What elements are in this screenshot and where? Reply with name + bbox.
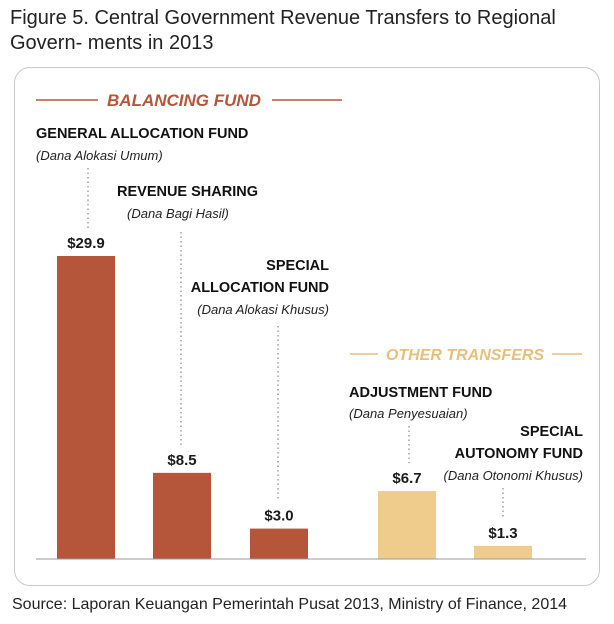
bar-4 [378,491,436,559]
source-note: Source: Laporan Keuangan Pemerintah Pusa… [12,596,568,613]
category-label: ALLOCATION FUND [191,280,329,296]
category-sublabel: (Dana Alokasi Khusus) [197,302,329,317]
group-header-other-transfers: OTHER TRANSFERS [386,347,545,364]
category-label: ADJUSTMENT FUND [349,385,492,401]
figure-title: Figure 5. Central Government Revenue Tra… [10,7,556,54]
bar-value-label: $3.0 [264,508,293,525]
bar-value-label: $8.5 [167,452,196,469]
category-label: SPECIAL [266,258,329,274]
category-label: AUTONOMY FUND [455,446,583,462]
category-sublabel: (Dana Otonomi Khusus) [444,468,583,483]
bar-1 [57,256,115,559]
group-header-balancing-fund: BALANCING FUND [107,91,261,110]
category-sublabel: (Dana Bagi Hasil) [127,206,229,221]
category-label: GENERAL ALLOCATION FUND [36,126,248,142]
bar-2 [153,472,211,559]
bar-3 [250,528,308,559]
bar-5 [474,545,532,559]
category-label: SPECIAL [520,424,583,440]
bar-value-label: $6.7 [392,470,421,487]
bar-value-label: $29.9 [67,235,105,252]
category-label: REVENUE SHARING [117,184,258,200]
category-sublabel: (Dana Penyesuaian) [349,406,468,421]
bar-value-label: $1.3 [488,525,517,542]
category-sublabel: (Dana Alokasi Umum) [36,148,163,163]
